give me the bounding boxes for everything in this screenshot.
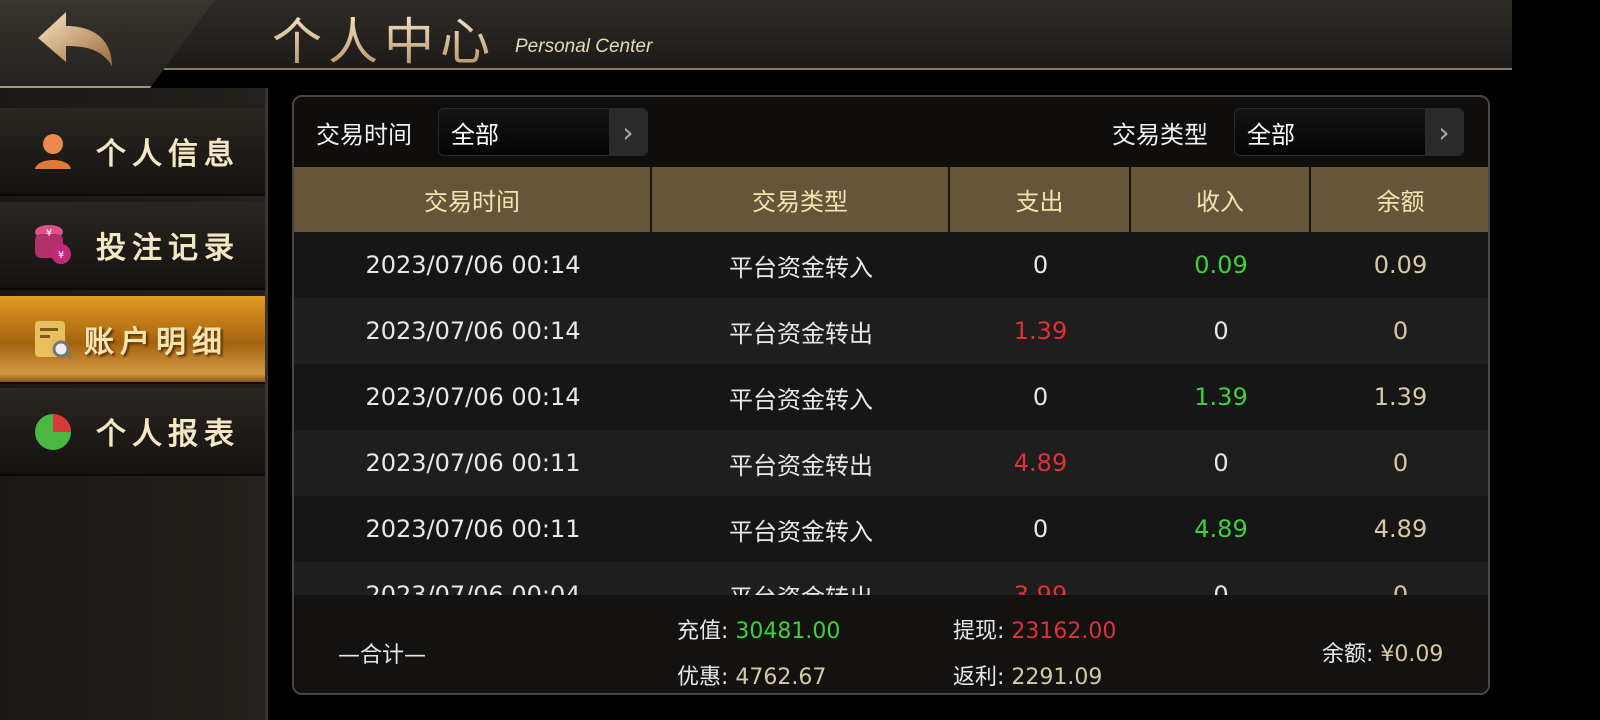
- type-filter-select[interactable]: 全部 ›: [1234, 108, 1464, 156]
- table-row: 2023/07/06 00:11 平台资金转入 0 4.89 4.89: [294, 496, 1488, 562]
- svg-text:¥: ¥: [58, 250, 64, 261]
- bonus-value: 4762.67: [735, 665, 827, 690]
- time-cell: 2023/07/06 00:14: [365, 251, 581, 279]
- expense-cell: 3.99: [1013, 581, 1068, 595]
- column-header: 支出: [950, 167, 1131, 232]
- sidebar-item-bet-records[interactable]: ¥ ¥ 投注记录: [0, 202, 265, 290]
- withdraw-label: 提现:: [953, 619, 1005, 644]
- chevron-right-icon[interactable]: ›: [609, 109, 647, 155]
- time-cell: 2023/07/06 00:11: [365, 449, 581, 477]
- sidebar-item-account-details[interactable]: 账户明细: [0, 296, 265, 384]
- table-row: 2023/07/06 00:04 平台资金转出 3.99 0 0: [294, 562, 1488, 596]
- rebate-label: 返利:: [953, 665, 1005, 690]
- type-cell: 平台资金转出: [729, 451, 873, 480]
- account-details-panel: 交易时间 全部 › 交易类型 全部 › 交易时间 交易类型 支出 收入 余额 202…: [292, 95, 1490, 695]
- summary-label: —合计—: [338, 643, 427, 668]
- income-cell: 0.09: [1194, 251, 1248, 279]
- table-header: 交易时间 交易类型 支出 收入 余额: [294, 167, 1488, 232]
- expense-cell: 0: [1032, 383, 1049, 411]
- sidebar: 个人信息 ¥ ¥ 投注记录 账户明细 个人报表: [0, 88, 268, 720]
- income-cell: 0: [1213, 581, 1229, 595]
- table-row: 2023/07/06 00:11 平台资金转出 4.89 0 0: [294, 430, 1488, 496]
- time-filter-value: 全部: [451, 120, 499, 149]
- sidebar-item-label: 账户明细: [84, 325, 228, 360]
- coins-icon: ¥ ¥: [32, 224, 74, 266]
- balance-cell: 0: [1392, 581, 1409, 595]
- expense-cell: 1.39: [1013, 317, 1068, 345]
- income-cell: 4.89: [1194, 515, 1248, 543]
- time-cell: 2023/07/06 00:14: [365, 317, 581, 345]
- recharge-label: 充值:: [677, 619, 729, 644]
- type-filter-value: 全部: [1247, 120, 1295, 149]
- table-body[interactable]: 2023/07/06 00:14 平台资金转入 0 0.09 0.09 2023/07/0…: [294, 232, 1488, 596]
- expense-cell: 0: [1032, 515, 1049, 543]
- column-header: 收入: [1131, 167, 1311, 232]
- balance-cell: 1.39: [1373, 383, 1428, 411]
- page-subtitle: Personal Center: [515, 36, 653, 57]
- type-cell: 平台资金转入: [729, 253, 873, 282]
- user-icon: [32, 130, 74, 172]
- back-zone: [0, 0, 215, 88]
- expense-cell: 4.89: [1013, 449, 1068, 477]
- summary-footer: —合计— 充值: 30481.00 优惠: 4762.67 提现: 23162.…: [294, 595, 1488, 693]
- type-filter-label: 交易类型: [1112, 120, 1208, 149]
- balance-cell: 4.89: [1373, 515, 1428, 543]
- income-cell: 1.39: [1194, 383, 1248, 411]
- balance-label: 余额:: [1322, 642, 1374, 667]
- income-cell: 0: [1213, 449, 1229, 477]
- time-filter: 交易时间 全部 ›: [316, 97, 648, 167]
- table-row: 2023/07/06 00:14 平台资金转入 0 1.39 1.39: [294, 364, 1488, 430]
- column-header: 交易类型: [652, 167, 950, 232]
- balance-value: ¥0.09: [1380, 642, 1444, 667]
- withdraw-value: 23162.00: [1011, 619, 1117, 644]
- type-filter: 交易类型 全部 ›: [1112, 97, 1464, 167]
- sidebar-item-personal-info[interactable]: 个人信息: [0, 108, 265, 196]
- back-arrow-icon[interactable]: [36, 10, 116, 68]
- pie-chart-icon: [32, 410, 74, 452]
- sidebar-item-personal-report[interactable]: 个人报表: [0, 388, 265, 476]
- sidebar-item-label: 投注记录: [96, 231, 240, 266]
- column-header: 余额: [1376, 188, 1425, 216]
- document-search-icon: [32, 318, 74, 360]
- type-cell: 平台资金转出: [729, 319, 873, 348]
- time-filter-select[interactable]: 全部 ›: [438, 108, 648, 156]
- type-cell: 平台资金转出: [652, 562, 950, 596]
- svg-text:¥: ¥: [46, 228, 52, 239]
- chevron-right-icon[interactable]: ›: [1425, 109, 1463, 155]
- rebate-value: 2291.09: [1011, 665, 1103, 690]
- balance-cell: 0.09: [1373, 251, 1428, 279]
- type-cell: 平台资金转入: [729, 517, 873, 546]
- time-cell: 2023/07/06 00:14: [365, 383, 581, 411]
- time-cell: 2023/07/06 00:04: [365, 581, 581, 595]
- balance-cell: 0: [1392, 449, 1409, 477]
- sidebar-item-label: 个人信息: [96, 137, 240, 172]
- page-title: 个人中心: [272, 2, 496, 74]
- column-header: 交易时间: [294, 167, 652, 232]
- income-cell: 0: [1213, 317, 1229, 345]
- table-row: 2023/07/06 00:14 平台资金转入 0 0.09 0.09: [294, 232, 1488, 298]
- top-bar: [0, 0, 1512, 70]
- balance-cell: 0: [1392, 317, 1409, 345]
- time-filter-label: 交易时间: [316, 120, 412, 149]
- sidebar-item-label: 个人报表: [96, 417, 240, 452]
- recharge-value: 30481.00: [735, 619, 841, 644]
- time-cell: 2023/07/06 00:11: [365, 515, 581, 543]
- type-cell: 平台资金转入: [729, 385, 873, 414]
- expense-cell: 0: [1032, 251, 1049, 279]
- table-row: 2023/07/06 00:14 平台资金转出 1.39 0 0: [294, 298, 1488, 364]
- bonus-label: 优惠:: [677, 665, 729, 690]
